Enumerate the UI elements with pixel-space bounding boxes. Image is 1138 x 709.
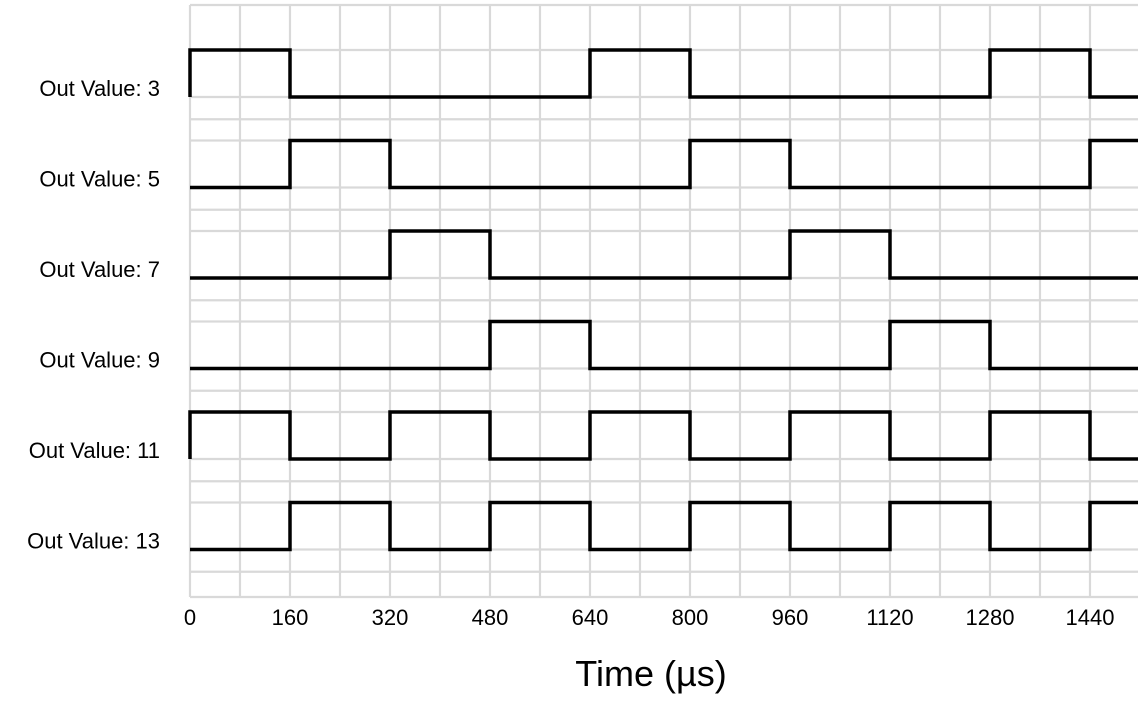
x-tick-label: 320 [372,605,409,630]
waveform-series [188,48,1138,99]
x-tick-label: 1440 [1066,605,1115,630]
waveforms [188,48,1138,552]
grid [188,3,1138,599]
row-label: Out Value: 9 [39,348,160,373]
waveform-series [190,500,1138,552]
x-tick-label: 640 [572,605,609,630]
waveform-series [190,138,1138,190]
x-tick-label: 160 [272,605,309,630]
x-tick-label: 480 [472,605,509,630]
x-tick-labels: 0 160 320 480 640 800 960 1120 1280 1440 [184,605,1115,630]
row-label: Out Value: 11 [29,438,160,463]
waveform-series [190,229,1138,280]
x-tick-label: 800 [672,605,709,630]
x-tick-label: 1280 [966,605,1015,630]
waveform-series [188,410,1138,461]
waveform-series [190,319,1138,371]
row-labels: Out Value: 3 Out Value: 5 Out Value: 7 Out … [27,76,160,554]
x-tick-label: 1120 [866,605,913,630]
row-label: Out Value: 5 [39,167,160,192]
row-label: Out Value: 7 [39,257,160,282]
row-label: Out Value: 13 [27,529,160,554]
row-label: Out Value: 3 [39,76,160,101]
x-axis-title: Time (µs) [575,653,726,694]
x-tick-label: 0 [184,605,196,630]
x-tick-label: 960 [772,605,809,630]
